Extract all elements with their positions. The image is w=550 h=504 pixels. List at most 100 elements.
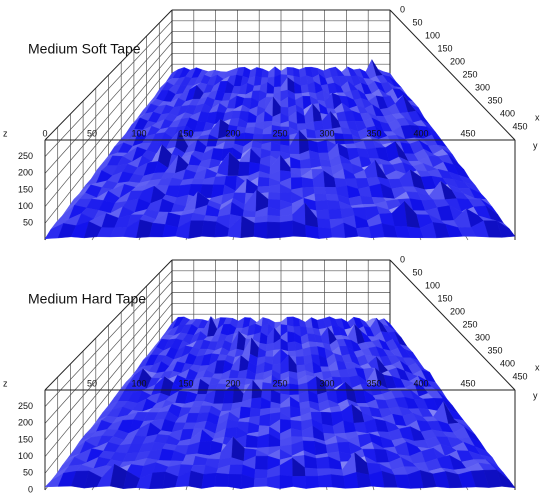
z-axis-label: z bbox=[3, 128, 8, 138]
surface-patch bbox=[292, 67, 301, 78]
surface-patch bbox=[250, 397, 262, 410]
y-axis-label: y bbox=[533, 390, 538, 400]
grid-line bbox=[44, 42, 173, 191]
surface-patch bbox=[318, 227, 333, 239]
surface-patch bbox=[496, 220, 516, 238]
y-axis-label: y bbox=[533, 140, 538, 150]
box-edge bbox=[44, 259, 173, 391]
z-tick-label: 250 bbox=[18, 151, 33, 161]
surface-patch bbox=[318, 152, 331, 161]
surface-patch bbox=[249, 407, 261, 418]
y-tick-label: 250 bbox=[272, 128, 287, 138]
x-tick-label: 250 bbox=[463, 69, 478, 79]
surface-patch bbox=[253, 477, 268, 487]
x-tick-label: 150 bbox=[438, 43, 453, 53]
surface-patch bbox=[280, 66, 288, 76]
x-tick-label: 300 bbox=[475, 82, 490, 92]
box-edge bbox=[389, 259, 516, 391]
z-tick-label: 150 bbox=[18, 184, 33, 194]
surface-patch bbox=[317, 218, 332, 229]
x-tick-label: 350 bbox=[488, 345, 503, 355]
surface-patch bbox=[238, 161, 251, 177]
surface-patch bbox=[286, 316, 294, 327]
x-tick-label: 150 bbox=[438, 293, 453, 303]
grid-line bbox=[44, 281, 173, 424]
surface-patch bbox=[257, 176, 270, 187]
surface-patch bbox=[356, 226, 372, 239]
surface-patch bbox=[188, 220, 204, 239]
z-tick-label: 100 bbox=[18, 451, 33, 461]
surface-patch bbox=[255, 455, 269, 471]
surface-patch bbox=[299, 158, 312, 169]
x-tick-label: 250 bbox=[463, 319, 478, 329]
surface-patch bbox=[304, 467, 319, 477]
x-tick-label: 450 bbox=[513, 121, 528, 131]
surface-patch bbox=[268, 192, 281, 201]
y-tick-label: 100 bbox=[131, 128, 146, 138]
y-tick-label: 150 bbox=[178, 378, 193, 388]
surface-patch bbox=[315, 200, 329, 211]
grid-line bbox=[44, 20, 173, 157]
surface-patch bbox=[280, 316, 288, 326]
y-tick-label: 400 bbox=[413, 128, 428, 138]
grid-line bbox=[44, 270, 173, 407]
surface-patch bbox=[289, 383, 300, 396]
surface-patch bbox=[220, 403, 233, 412]
x-tick-label: 50 bbox=[413, 267, 423, 277]
surface-patch bbox=[227, 474, 243, 489]
x-tick-label: 200 bbox=[450, 56, 465, 66]
x-tick-label: 100 bbox=[425, 30, 440, 40]
z-tick-label: 50 bbox=[23, 468, 33, 478]
z-tick-label: 250 bbox=[18, 401, 33, 411]
y-tick-label: 150 bbox=[178, 128, 193, 138]
y-tick-label: 350 bbox=[366, 128, 381, 138]
grid-line bbox=[44, 63, 173, 224]
surface-patch bbox=[279, 220, 294, 238]
surface-patch bbox=[274, 74, 282, 88]
x-tick-label: 350 bbox=[488, 95, 503, 105]
x-tick-label: 0 bbox=[400, 4, 405, 14]
surface-patch bbox=[287, 331, 296, 344]
y-tick-label: 200 bbox=[225, 128, 240, 138]
y-tick-label: 300 bbox=[319, 378, 334, 388]
y-tick-label: 50 bbox=[87, 128, 97, 138]
x-tick-label: 0 bbox=[400, 254, 405, 264]
surface-patch bbox=[292, 316, 301, 327]
x-tick-label: 450 bbox=[513, 371, 528, 381]
grid-line bbox=[44, 53, 173, 207]
z-tick-label: 150 bbox=[18, 434, 33, 444]
surface-patch bbox=[279, 475, 294, 489]
surface-patch bbox=[287, 341, 296, 352]
x-axis-label: x bbox=[535, 362, 540, 372]
surface-patch bbox=[301, 177, 314, 188]
surface-patch bbox=[214, 472, 230, 487]
x-tick-label: 50 bbox=[413, 17, 423, 27]
surface-patch bbox=[197, 440, 212, 456]
surface-patch bbox=[255, 67, 264, 78]
surface-patch bbox=[316, 209, 330, 220]
x-tick-label: 200 bbox=[450, 306, 465, 316]
surface-patch bbox=[316, 456, 330, 469]
y-tick-label: 450 bbox=[460, 128, 475, 138]
surface-patch bbox=[267, 215, 281, 223]
surface-patch bbox=[305, 225, 320, 239]
surface-patch bbox=[252, 84, 262, 92]
surface-patch bbox=[261, 68, 270, 78]
surface-patch bbox=[327, 200, 341, 210]
surface-patch bbox=[305, 475, 320, 489]
surface-patch bbox=[324, 186, 338, 195]
y-tick-label: 400 bbox=[413, 378, 428, 388]
y-tick-label: 350 bbox=[366, 378, 381, 388]
surface-patch bbox=[328, 208, 343, 220]
grid-line bbox=[44, 303, 173, 457]
surface-patch bbox=[313, 186, 327, 195]
surface-patch bbox=[314, 193, 328, 202]
grid-line bbox=[44, 292, 173, 441]
z-tick-label: 100 bbox=[18, 201, 33, 211]
y-tick-label: 300 bbox=[319, 128, 334, 138]
surface-patch bbox=[330, 474, 346, 489]
x-tick-label: 100 bbox=[425, 280, 440, 290]
surface-patch bbox=[319, 159, 332, 168]
